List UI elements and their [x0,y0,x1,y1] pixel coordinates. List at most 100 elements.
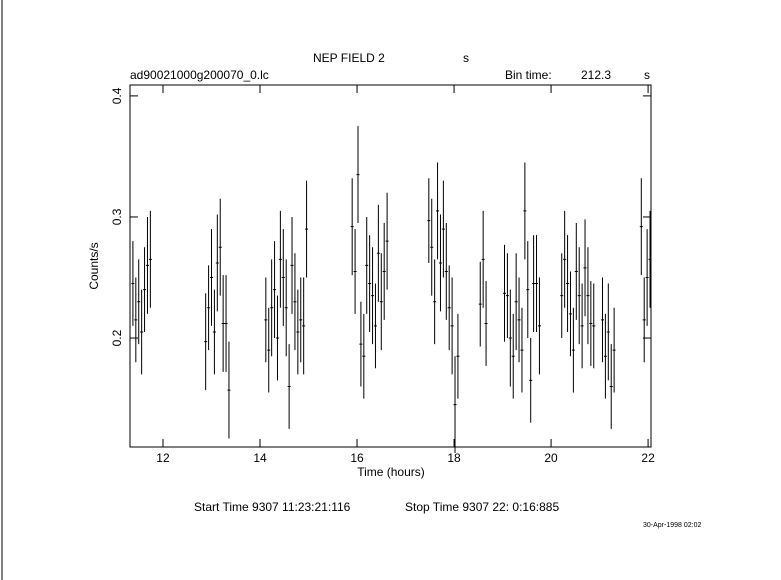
x-tick-label: 20 [544,451,558,465]
error-bar [438,214,442,312]
error-bar [484,281,488,366]
error-bar [350,178,354,276]
error-bar [148,210,152,308]
error-bar [290,216,294,314]
error-bar [508,289,512,387]
y-tick-label: 0.4 [110,87,124,104]
error-bar [583,219,587,317]
error-bar [359,301,363,387]
error-bar [353,229,357,314]
x-tick-label: 14 [253,451,267,465]
error-bar [287,344,291,429]
error-bar [145,216,149,314]
error-bar [215,214,219,312]
error-bar [566,235,570,332]
bin-time-unit: s [644,68,650,82]
error-bar [433,259,437,345]
error-bar [645,229,649,326]
error-bar [430,198,434,296]
start-time: Start Time 9307 11:23:21:116 [194,500,351,514]
error-bar [444,223,448,320]
error-bar [609,344,613,429]
error-bar [523,162,527,260]
file-name: ad90021000g200070_0.lc [130,68,269,82]
error-bar [526,241,530,339]
stop-time: Stop Time 9307 22: 0:16:885 [405,500,559,514]
error-bar [373,283,377,369]
error-bar [382,223,386,320]
error-bar [278,210,282,308]
error-bar [365,216,369,314]
error-bar [385,192,389,290]
bin-time: 212.3 [581,68,611,82]
error-bar [511,313,515,399]
error-bar [502,244,506,342]
error-bar [577,247,581,345]
error-bar [603,313,607,399]
error-bar [600,277,604,363]
x-tick-label: 18 [447,451,461,465]
error-bar [218,198,222,296]
error-bar [478,261,482,347]
error-bar [275,295,279,381]
error-bar [356,126,360,224]
error-bar [535,235,539,332]
error-bar [571,307,575,393]
bin-time-label: Bin time: [505,68,552,82]
x-axis-label: Time (hours) [357,465,425,479]
error-bar [427,178,431,263]
error-bar [520,307,524,393]
error-bar [436,162,440,260]
error-bar [450,277,454,375]
error-bar [586,247,590,345]
error-bar [648,210,652,308]
error-bar [143,247,147,332]
y-axis-label: Counts/s [87,242,101,289]
x-tick-label: 22 [641,451,655,465]
error-bar [204,293,208,391]
error-bar [453,356,457,454]
error-bar [537,277,541,375]
error-bar [305,180,309,278]
error-bar [281,229,285,326]
error-bar [639,178,643,276]
error-bar [574,223,578,320]
error-bar [560,253,564,339]
error-bar [264,277,268,363]
error-bar [137,259,141,345]
error-bar [134,277,138,363]
error-bar [589,281,593,366]
error-bar [207,265,211,351]
error-bar [296,289,300,375]
error-bar [302,277,306,375]
error-bar [379,253,383,351]
error-bar [131,241,135,326]
error-bar [592,283,596,369]
error-bar [284,259,288,357]
error-bar [517,277,521,363]
error-bar [224,275,228,372]
error-bar [456,313,460,399]
error-bar [481,210,485,308]
error-bar [447,265,451,351]
error-bar [529,338,533,423]
title-unit: s [463,51,469,65]
error-bar [612,307,616,393]
error-bar [514,253,518,351]
error-bar [267,307,271,393]
plot-frame [129,84,652,448]
error-bar [140,289,144,375]
timestamp: 30-Apr-1998 02:02 [643,522,701,529]
error-bar [371,247,375,345]
chart-title: NEP FIELD 2 [313,51,385,65]
error-bar [221,275,225,372]
error-bar [532,235,536,332]
error-bar [568,271,572,357]
error-bar [299,277,303,363]
error-bar [642,277,646,363]
error-bar [580,283,584,369]
error-bar [441,180,445,278]
error-bar [273,241,277,339]
